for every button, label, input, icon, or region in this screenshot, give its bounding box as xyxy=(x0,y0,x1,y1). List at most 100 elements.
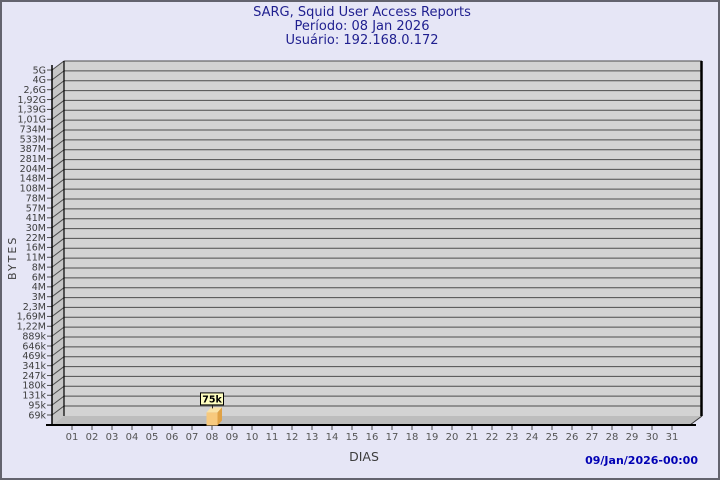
bar xyxy=(206,412,218,426)
y-tick-label: 1,92G xyxy=(17,95,46,106)
gridline-wall-diagonal xyxy=(51,90,65,100)
y-tick-label: 469k xyxy=(22,351,46,362)
x-tick-label: 09 xyxy=(226,432,239,443)
y-tick-label: 108M xyxy=(20,184,46,195)
x-tick-label: 08 xyxy=(206,432,219,443)
gridline-wall-diagonal xyxy=(51,60,65,71)
gridline-wall-diagonal xyxy=(51,70,65,81)
y-tick-label: 3M xyxy=(32,292,46,303)
x-tick-label: 06 xyxy=(166,432,179,443)
x-tick-label: 04 xyxy=(126,432,139,443)
x-tick-label: 20 xyxy=(446,432,459,443)
gridline-wall-diagonal xyxy=(51,109,65,120)
y-tick-label: 148M xyxy=(20,174,46,185)
y-tick-label: 11M xyxy=(26,253,46,264)
x-tick-label: 13 xyxy=(306,432,319,443)
chart-title-block: SARG, Squid User Access Reports Período:… xyxy=(2,5,718,48)
x-tick-label: 16 xyxy=(366,432,379,443)
y-tick-label: 2,3M xyxy=(23,302,46,313)
y-tick-label: 889k xyxy=(22,331,46,342)
x-tick-label: 30 xyxy=(646,432,659,443)
y-tick-label: 533M xyxy=(20,134,46,145)
x-tick-label: 24 xyxy=(526,432,539,443)
y-tick-label: 1,69M xyxy=(17,312,46,323)
x-tick-label: 12 xyxy=(286,432,299,443)
gridline-wall-diagonal xyxy=(51,277,65,288)
x-tick-label: 21 xyxy=(466,432,479,443)
x-tick-label: 26 xyxy=(566,432,579,443)
y-tick-label: 180k xyxy=(22,381,46,392)
y-tick-label: 387M xyxy=(20,144,46,155)
y-tick-label: 78M xyxy=(26,193,46,204)
y-tick-label: 4M xyxy=(32,282,46,293)
x-tick-label: 01 xyxy=(66,432,79,443)
gridline-wall-diagonal xyxy=(51,247,65,258)
y-tick-label: 41M xyxy=(26,213,46,224)
gridline-wall-diagonal xyxy=(51,376,65,386)
gridline-wall-diagonal xyxy=(51,169,65,179)
y-tick-label: 95k xyxy=(28,400,46,411)
gridline-wall-diagonal xyxy=(51,366,65,376)
x-tick-label: 03 xyxy=(106,432,119,443)
gridline-wall-diagonal xyxy=(51,307,65,317)
floor-right-edge xyxy=(689,415,703,426)
gridline-wall-diagonal xyxy=(51,149,65,160)
chart-subtitle-user: Usuário: 192.168.0.172 xyxy=(285,33,439,48)
y-tick-label: 5G xyxy=(33,65,46,76)
report-timestamp: 09/Jan/2026-00:00 xyxy=(585,454,698,467)
y-tick-label: 1,01G xyxy=(17,115,46,126)
plot-floor xyxy=(52,416,702,425)
y-tick-label: 6M xyxy=(32,272,46,283)
x-tick-label: 17 xyxy=(386,432,399,443)
gridline-wall-diagonal xyxy=(51,316,65,327)
gridline-wall-diagonal xyxy=(51,178,65,189)
y-tick-label: 734M xyxy=(20,124,46,135)
y-tick-label: 69k xyxy=(28,410,46,421)
value-tag-box xyxy=(200,392,224,406)
x-tick-label: 10 xyxy=(246,432,259,443)
gridline-wall-diagonal xyxy=(51,159,65,169)
gridline-wall-diagonal xyxy=(51,119,65,130)
gridline-wall-diagonal xyxy=(51,208,65,219)
y-tick-label: 247k xyxy=(22,371,46,382)
x-axis-title: DIAS xyxy=(349,449,379,464)
y-tick-label: 281M xyxy=(20,154,46,165)
gridline-wall-diagonal xyxy=(51,139,65,150)
x-tick-label: 28 xyxy=(606,432,619,443)
y-tick-label: 1,39G xyxy=(17,105,46,116)
gridline-wall-diagonal xyxy=(51,405,65,416)
x-tick-label: 29 xyxy=(626,432,639,443)
y-tick-label: 22M xyxy=(26,233,46,244)
gridline-wall-diagonal xyxy=(51,385,65,396)
gridline-wall-diagonal xyxy=(51,336,65,347)
gridline-wall-diagonal xyxy=(51,238,65,248)
gridline-wall-diagonal xyxy=(51,267,65,278)
value-tag-label: 75k xyxy=(202,394,222,405)
gridline-wall-diagonal xyxy=(51,346,65,357)
y-tick-label: 204M xyxy=(20,164,46,175)
chart-subtitle-period: Período: 08 Jan 2026 xyxy=(294,19,430,34)
x-tick-label: 23 xyxy=(506,432,519,443)
gridline-wall-diagonal xyxy=(51,218,65,229)
bar-side-face xyxy=(217,407,222,426)
y-tick-label: 4G xyxy=(33,75,46,86)
y-tick-label: 57M xyxy=(26,203,46,214)
x-tick-label: 19 xyxy=(426,432,439,443)
x-tick-label: 07 xyxy=(186,432,199,443)
y-axis-title: BYTES xyxy=(6,235,19,280)
chart-title: SARG, Squid User Access Reports xyxy=(253,5,471,20)
x-tick-label: 31 xyxy=(666,432,679,443)
x-tick-label: 25 xyxy=(546,432,559,443)
gridline-wall-diagonal xyxy=(51,297,65,307)
y-tick-label: 131k xyxy=(22,391,46,402)
gridline-wall-diagonal xyxy=(51,228,65,238)
x-tick-label: 05 xyxy=(146,432,159,443)
gridline-wall-diagonal xyxy=(51,326,65,337)
gridline-wall-diagonal xyxy=(51,80,65,91)
x-tick-label: 22 xyxy=(486,432,499,443)
gridline-wall-diagonal xyxy=(51,356,65,367)
gridline-wall-diagonal xyxy=(51,287,65,298)
x-tick-label: 14 xyxy=(326,432,339,443)
